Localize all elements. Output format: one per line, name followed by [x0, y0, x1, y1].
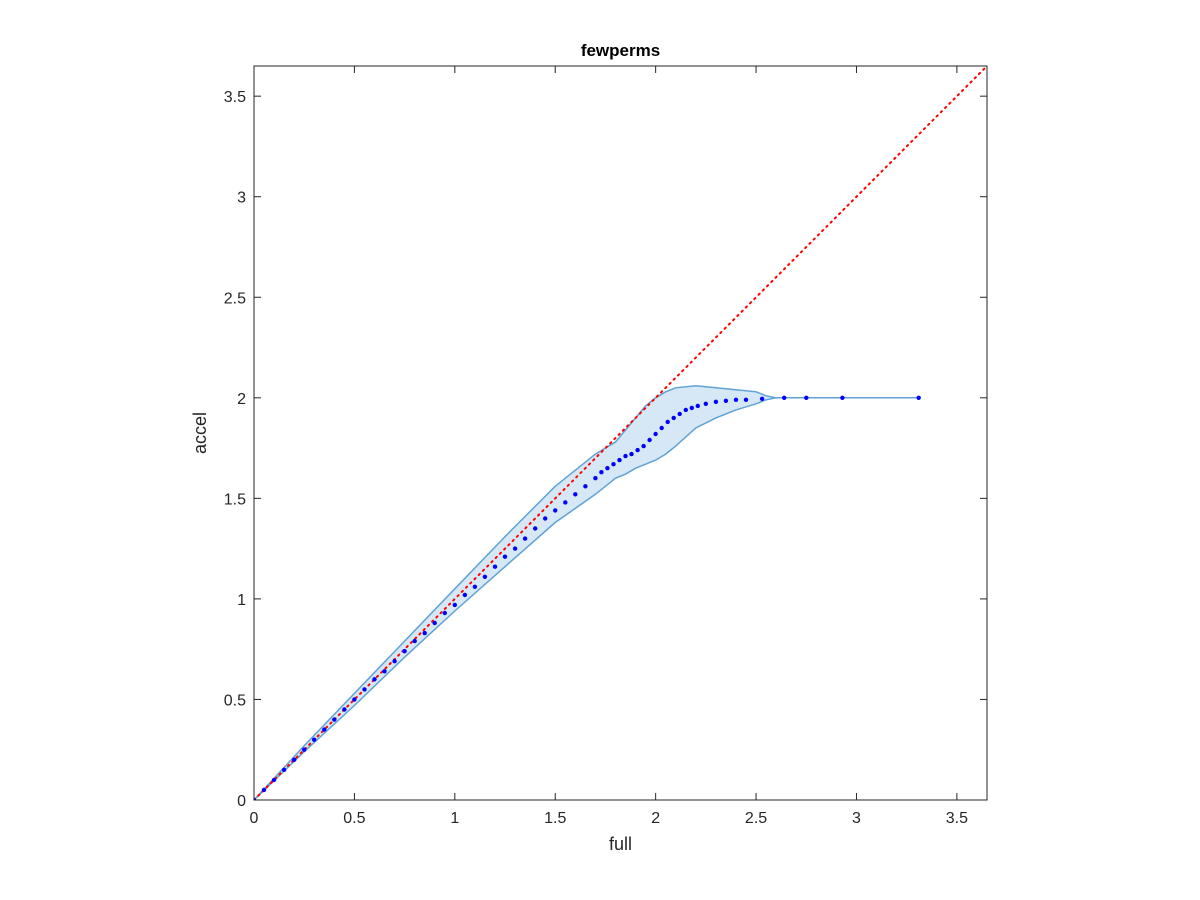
confidence-band — [254, 384, 919, 800]
data-point — [553, 508, 558, 513]
data-point — [292, 757, 297, 762]
chart-title: fewperms — [581, 41, 660, 60]
data-point — [611, 462, 616, 467]
x-tick-label: 2 — [651, 810, 660, 827]
data-point — [512, 546, 518, 551]
x-tick-label: 2.5 — [745, 810, 767, 827]
data-point — [723, 398, 729, 403]
x-tick-label: 3 — [852, 810, 861, 827]
data-point — [623, 453, 628, 459]
data-point — [635, 447, 640, 453]
data-point — [840, 395, 845, 400]
data-point — [432, 620, 437, 626]
data-point — [271, 777, 277, 783]
data-point — [629, 451, 634, 457]
data-point — [695, 403, 700, 409]
data-point — [482, 574, 488, 579]
x-tick-label: 3.5 — [946, 810, 968, 827]
data-point — [382, 669, 387, 674]
axes-box — [253, 65, 988, 801]
data-point — [659, 425, 664, 431]
data-point — [261, 787, 267, 793]
data-point — [689, 405, 694, 411]
data-point — [671, 415, 676, 421]
data-point — [653, 431, 658, 437]
data-point — [733, 397, 739, 402]
y-tick-label: 2 — [237, 391, 246, 408]
data-point — [462, 592, 468, 598]
data-point — [442, 610, 447, 616]
data-point — [342, 707, 347, 712]
data-point — [312, 737, 317, 742]
data-point — [302, 747, 307, 752]
data-point — [713, 399, 719, 404]
data-point — [372, 677, 377, 682]
data-point — [743, 397, 749, 402]
data-point — [543, 516, 548, 521]
x-tick-label: 1 — [450, 810, 459, 827]
data-point — [422, 630, 427, 636]
data-point — [782, 395, 787, 400]
data-point — [402, 649, 407, 654]
data-point — [452, 602, 457, 608]
data-point — [804, 395, 809, 400]
y-tick-label: 1 — [237, 592, 246, 609]
x-tick-label: 0.5 — [343, 810, 365, 827]
data-point — [502, 554, 508, 559]
data-point — [703, 401, 708, 406]
data-point — [605, 466, 610, 471]
data-point — [472, 584, 478, 589]
data-point — [412, 638, 417, 644]
x-tick-label: 1.5 — [544, 810, 566, 827]
y-tick-label: 0.5 — [224, 692, 246, 709]
data-point — [254, 797, 257, 800]
data-point — [533, 526, 538, 531]
data-point — [665, 419, 670, 425]
data-point — [332, 717, 337, 722]
data-point — [522, 536, 528, 541]
data-point — [593, 476, 598, 481]
data-point — [599, 470, 604, 475]
data-point — [362, 687, 367, 692]
data-point — [281, 767, 287, 772]
data-point — [583, 484, 588, 489]
data-point — [322, 727, 327, 732]
y-tick-label: 3 — [237, 190, 246, 207]
data-point — [352, 697, 357, 702]
data-point — [573, 492, 578, 497]
plot-area — [254, 66, 987, 800]
data-point — [641, 443, 646, 449]
data-point — [392, 659, 397, 664]
data-point — [683, 407, 688, 413]
x-tick-label: 0 — [250, 810, 259, 827]
x-axis-label: full — [609, 834, 632, 854]
data-point — [916, 395, 921, 400]
data-point — [492, 564, 498, 569]
data-point — [617, 457, 622, 463]
reference-line — [254, 66, 987, 800]
data-point — [759, 396, 765, 401]
data-point — [677, 411, 682, 417]
axes: 0 0.5 1 1.5 2 2.5 3 3.5 0 0.5 1 1.5 2 2.5 3 3.5 — [224, 65, 988, 827]
y-tick-label: 0 — [237, 793, 246, 810]
y-axis-label: accel — [190, 412, 210, 454]
data-point — [647, 437, 652, 443]
data-point — [563, 500, 568, 505]
y-tick-label: 2.5 — [224, 290, 246, 307]
y-tick-label: 1.5 — [224, 491, 246, 508]
y-tick-label: 3.5 — [224, 89, 246, 106]
